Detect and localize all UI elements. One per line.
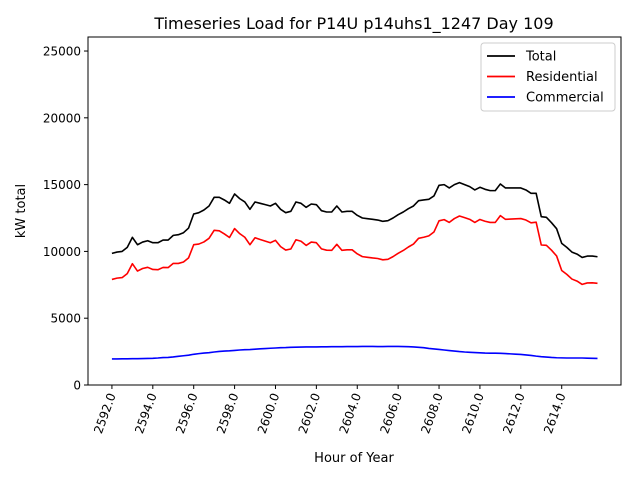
chart-title: Timeseries Load for P14U p14uhs1_1247 Da…	[153, 14, 553, 34]
legend-label-total: Total	[525, 50, 556, 65]
y-tick-label: 20000	[43, 111, 81, 125]
y-axis-label: kW total	[14, 184, 29, 238]
x-axis-label: Hour of Year	[314, 451, 394, 466]
series-line-total	[111, 181, 598, 259]
plot-frame	[87, 36, 622, 386]
legend: Total Residential Commercial	[480, 42, 616, 112]
y-axis: 0 5000 10000 15000 20000 25000	[43, 45, 88, 393]
y-tick-label: 25000	[43, 45, 81, 59]
series-line-commercial	[111, 345, 598, 360]
series-line-residential	[111, 214, 598, 286]
y-tick-label: 0	[73, 379, 81, 393]
legend-box	[480, 42, 616, 112]
series-layer	[111, 181, 598, 360]
legend-label-residential: Residential	[526, 70, 598, 85]
y-tick-label: 10000	[43, 245, 81, 259]
y-tick-label: 5000	[50, 312, 81, 326]
y-tick-label: 15000	[43, 178, 81, 192]
legend-label-commercial: Commercial	[526, 91, 604, 106]
